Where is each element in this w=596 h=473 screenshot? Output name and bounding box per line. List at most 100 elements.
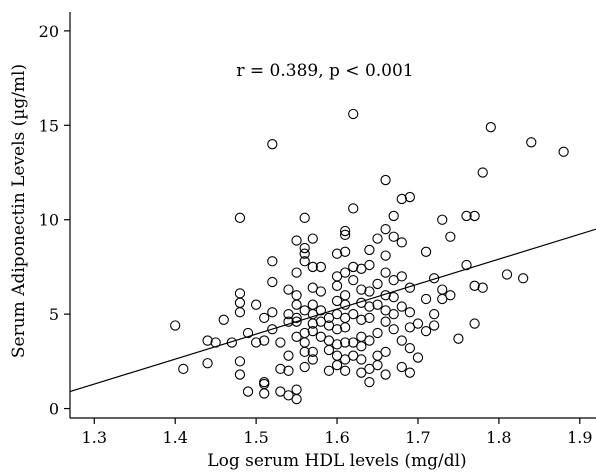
data-point (356, 314, 367, 325)
data-point (453, 333, 464, 344)
data-point (283, 284, 294, 295)
data-point (283, 365, 294, 376)
data-point (291, 393, 302, 405)
data-point (291, 235, 302, 246)
data-point (526, 137, 537, 148)
data-point (445, 231, 456, 242)
data-point (364, 335, 375, 346)
data-point (210, 337, 221, 348)
data-point (396, 193, 407, 205)
data-point (218, 314, 229, 325)
data-point (388, 291, 399, 303)
data-point (420, 325, 432, 337)
data-point (380, 250, 391, 261)
data-point (469, 210, 480, 222)
data-point (178, 363, 189, 375)
data-point (437, 214, 448, 225)
data-point (267, 276, 278, 288)
data-point (501, 269, 513, 280)
data-point (331, 324, 343, 335)
x-tick-label: 1.4 (162, 428, 187, 447)
data-point (364, 244, 375, 256)
data-point (307, 318, 318, 329)
data-point (331, 280, 343, 291)
data-point (234, 297, 246, 308)
data-point (234, 356, 246, 367)
data-point (331, 339, 343, 350)
data-point (380, 346, 391, 358)
data-point (234, 212, 246, 223)
data-point (291, 299, 302, 310)
data-point (380, 224, 391, 235)
data-point (307, 346, 318, 358)
data-point (388, 324, 399, 335)
data-point (348, 203, 359, 214)
data-point (364, 286, 375, 297)
data-point (396, 271, 407, 282)
x-axis-label: Log serum HDL levels (mg/dl) (207, 451, 466, 471)
data-point (202, 358, 213, 369)
data-point (388, 231, 399, 242)
data-point (202, 335, 213, 346)
data-point (259, 335, 270, 346)
correlation-annotation: r = 0.389, p < 0.001 (236, 61, 413, 81)
data-point (429, 308, 440, 320)
data-point (364, 312, 375, 324)
data-point (331, 248, 343, 259)
data-point (250, 337, 262, 348)
data-point (420, 246, 432, 257)
data-point (170, 320, 181, 331)
data-point (291, 290, 302, 301)
data-point (477, 167, 488, 178)
data-point (372, 327, 383, 339)
data-point (267, 324, 278, 335)
data-point (307, 261, 318, 273)
data-point (396, 301, 407, 312)
data-point (275, 337, 286, 348)
data-point (412, 352, 424, 363)
data-point (259, 312, 270, 324)
data-point (469, 280, 480, 291)
data-point (299, 361, 310, 373)
data-point (299, 242, 310, 254)
data-point (380, 267, 391, 278)
data-point (404, 191, 416, 203)
data-point (339, 365, 351, 376)
data-point (445, 290, 456, 301)
data-point (267, 139, 278, 150)
data-point (364, 259, 375, 271)
data-point (461, 259, 472, 271)
y-tick-label: 20 (39, 22, 59, 41)
regression-line-layer (69, 228, 596, 393)
data-point (339, 290, 351, 301)
data-point (404, 307, 416, 318)
data-point (364, 376, 375, 388)
data-point (356, 341, 367, 352)
data-point (226, 337, 237, 348)
data-point (396, 335, 407, 346)
data-point (339, 299, 351, 310)
data-point (429, 273, 440, 284)
x-tick-label: 1.3 (82, 428, 107, 447)
data-point (275, 363, 286, 375)
data-point (388, 210, 399, 222)
data-point (396, 361, 407, 373)
data-point (339, 225, 351, 237)
data-point (469, 318, 480, 329)
data-point (348, 274, 359, 286)
data-point (307, 354, 318, 365)
data-point (234, 307, 246, 318)
data-point (242, 327, 254, 339)
data-point (412, 318, 424, 329)
x-tick-label: 1.9 (567, 428, 592, 447)
data-point (259, 388, 270, 399)
data-point (299, 248, 310, 259)
y-tick-label: 10 (39, 211, 59, 230)
data-point (356, 354, 367, 365)
data-point (339, 322, 351, 333)
data-point (291, 267, 302, 278)
data-point (372, 233, 383, 244)
data-point (429, 320, 440, 331)
data-point (299, 256, 310, 267)
